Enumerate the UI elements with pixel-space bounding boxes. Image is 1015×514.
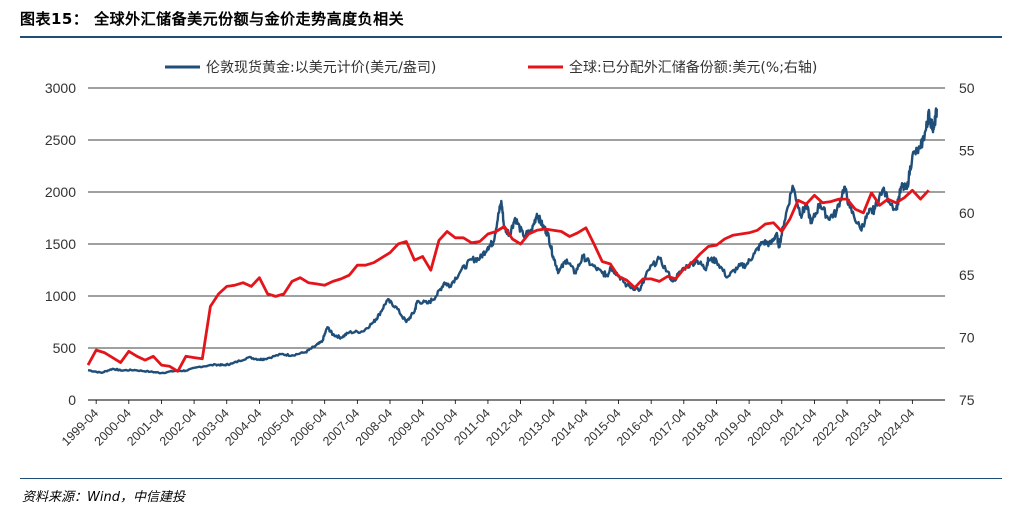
- chart-title: 图表15： 全球外汇储备美元份额与金价走势高度负相关: [20, 10, 405, 28]
- left-tick-label: 3000: [45, 80, 76, 96]
- right-tick-label: 75: [959, 392, 975, 408]
- gridlines: [88, 87, 945, 401]
- right-axis-ticks: 50 55 60 65 70 75: [959, 80, 975, 408]
- gold-price-line: [87, 107, 938, 375]
- source-note: 资料来源：Wind，中信建投: [22, 490, 185, 505]
- legend: 伦敦现货黄金:以美元计价(美元/盎司) 全球:已分配外汇储备份额:美元(%;右轴…: [165, 59, 817, 76]
- right-tick-label: 65: [959, 267, 975, 283]
- left-tick-label: 2000: [45, 184, 76, 200]
- left-tick-label: 2500: [45, 132, 76, 148]
- right-tick-label: 70: [959, 330, 975, 346]
- bottom-rule: [20, 478, 1002, 479]
- title-rule: [20, 36, 1002, 38]
- right-tick-label: 50: [959, 80, 975, 96]
- x-tick-label: 2010-04: [418, 406, 460, 448]
- left-axis-ticks: 0 500 1000 1500 2000 2500 3000: [45, 80, 76, 408]
- right-tick-label: 60: [959, 205, 975, 221]
- x-tick-label: 2024-04: [875, 406, 917, 448]
- usd-share-line: [86, 188, 930, 373]
- left-tick-label: 0: [68, 392, 76, 408]
- left-tick-label: 1500: [45, 236, 76, 252]
- legend-label-gold: 伦敦现货黄金:以美元计价(美元/盎司): [206, 59, 436, 76]
- x-axis-ticks: 1999-042000-042001-042002-042003-042004-…: [59, 400, 918, 449]
- left-tick-label: 500: [53, 340, 77, 356]
- left-tick-label: 1000: [45, 288, 76, 304]
- right-tick-label: 55: [959, 142, 975, 158]
- chart-canvas: 0 500 1000 1500 2000 2500 3000 50 55 60 65 70 75 19…: [45, 59, 975, 449]
- series-lines: [86, 107, 938, 375]
- legend-label-share: 全球:已分配外汇储备份额:美元(%;右轴): [569, 59, 817, 76]
